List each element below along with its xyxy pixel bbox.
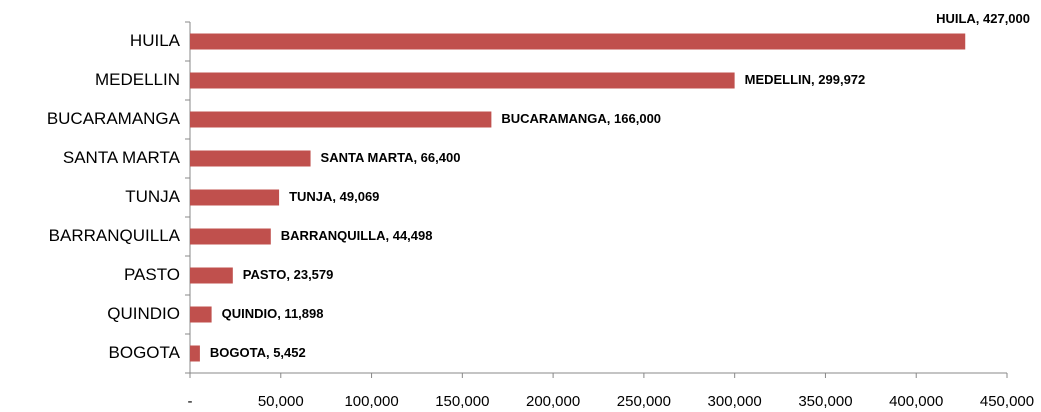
x-tick-label: 100,000	[344, 393, 398, 410]
bar	[190, 72, 735, 89]
value-label: HUILA, 427,000	[936, 11, 1030, 26]
value-label: BARRANQUILLA, 44,498	[281, 228, 433, 243]
bar	[190, 33, 966, 50]
y-tick-label: QUINDIO	[107, 304, 180, 323]
y-tick-label: SANTA MARTA	[63, 148, 181, 167]
bar	[190, 306, 212, 323]
y-tick-label: BUCARAMANGA	[47, 109, 181, 128]
bar	[190, 150, 311, 167]
bar	[190, 267, 233, 284]
x-tick-label: 450,000	[980, 393, 1034, 410]
y-tick-label: BARRANQUILLA	[49, 226, 181, 245]
y-tick-label: HUILA	[130, 31, 181, 50]
x-tick-label: 150,000	[435, 393, 489, 410]
bar	[190, 228, 271, 245]
y-tick-label: TUNJA	[125, 187, 180, 206]
x-tick-label: 300,000	[708, 393, 762, 410]
y-tick-label: BOGOTA	[109, 343, 181, 362]
value-label: BUCARAMANGA, 166,000	[501, 111, 661, 126]
value-label: QUINDIO, 11,898	[222, 306, 324, 321]
bar	[190, 345, 200, 362]
y-tick-label: PASTO	[124, 265, 180, 284]
x-tick-label: 250,000	[617, 393, 671, 410]
x-tick-label: -	[188, 393, 193, 410]
x-tick-label: 200,000	[526, 393, 580, 410]
bar	[190, 189, 280, 206]
x-tick-label: 50,000	[258, 393, 304, 410]
value-label: MEDELLIN, 299,972	[745, 72, 866, 87]
x-tick-label: 400,000	[889, 393, 943, 410]
value-label: TUNJA, 49,069	[289, 189, 379, 204]
bar	[190, 111, 492, 128]
value-label: BOGOTA, 5,452	[210, 345, 306, 360]
x-tick-label: 350,000	[798, 393, 852, 410]
y-tick-label: MEDELLIN	[95, 70, 180, 89]
value-label: SANTA MARTA, 66,400	[321, 150, 461, 165]
value-label: PASTO, 23,579	[243, 267, 334, 282]
